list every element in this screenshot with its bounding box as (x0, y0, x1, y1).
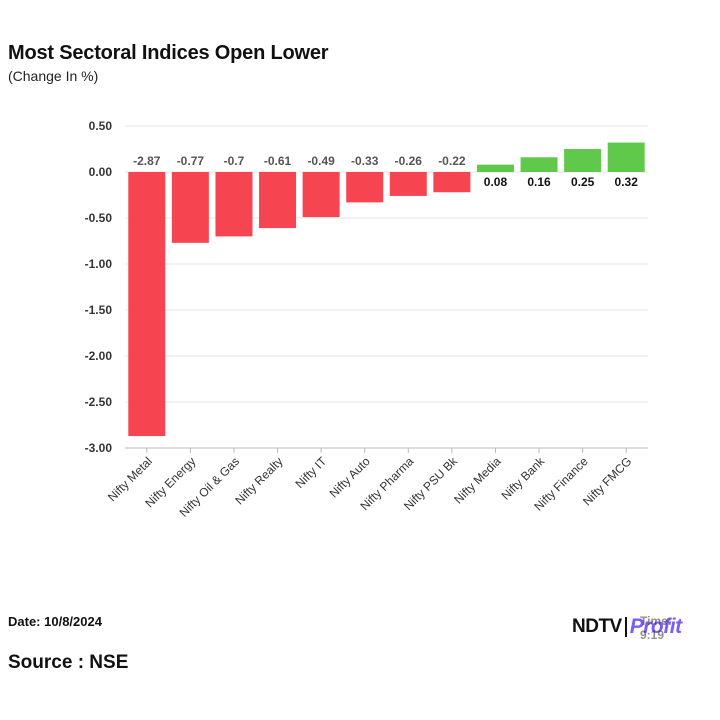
x-tick-label: Nifty Media (451, 454, 504, 507)
data-label: -0.49 (307, 154, 335, 168)
ndtv-profit-logo: NDTV Profit Time: 9:19 (572, 612, 682, 642)
y-tick-label: -1.50 (85, 303, 113, 317)
data-label: -0.26 (395, 154, 423, 168)
bar (476, 164, 514, 172)
y-tick-label: -0.50 (85, 211, 113, 225)
data-label: -0.22 (438, 154, 466, 168)
bar-chart: 0.50 0.00 -0.50 -1.00 -1.50 -2.00 -2.50 -3.00 -2… (85, 119, 648, 520)
x-tick-label: Nifty IT (292, 454, 329, 491)
bar (171, 172, 209, 243)
chart-title: Most Sectoral Indices Open Lower (8, 42, 329, 64)
data-label: -0.33 (351, 154, 379, 168)
y-tick-label: -2.00 (85, 349, 113, 363)
y-tick-label: 0.50 (89, 119, 113, 133)
data-label: -0.77 (177, 154, 205, 168)
data-label: 0.16 (527, 175, 551, 189)
bar (433, 172, 471, 193)
y-tick-label: -1.00 (85, 257, 113, 271)
bar (389, 172, 427, 196)
source-label: Source : NSE (8, 652, 129, 673)
chart-subtitle: (Change In %) (8, 68, 99, 84)
y-tick-label: -3.00 (85, 441, 113, 455)
bar (259, 172, 297, 229)
bar (302, 172, 340, 218)
data-label: 0.25 (571, 175, 595, 189)
bar (607, 142, 645, 172)
data-label: -2.87 (133, 154, 161, 168)
logo-sub: Profit (629, 615, 682, 638)
bar (215, 172, 253, 237)
data-label: -0.61 (264, 154, 292, 168)
data-label: 0.32 (615, 175, 639, 189)
bar (346, 172, 384, 203)
data-label: 0.08 (484, 175, 508, 189)
time-label: Time: 9:19 (640, 614, 672, 642)
bar (520, 157, 558, 172)
date-label: Date: 10/8/2024 (8, 614, 102, 629)
logo-divider (624, 617, 627, 637)
y-tick-label: 0.00 (89, 165, 113, 179)
bar (128, 172, 166, 437)
bar (564, 149, 602, 172)
data-label: -0.7 (224, 154, 245, 168)
x-tick-label: Nifty Realty (232, 454, 285, 507)
y-tick-label: -2.50 (85, 395, 113, 409)
logo-brand: NDTV (572, 616, 622, 637)
